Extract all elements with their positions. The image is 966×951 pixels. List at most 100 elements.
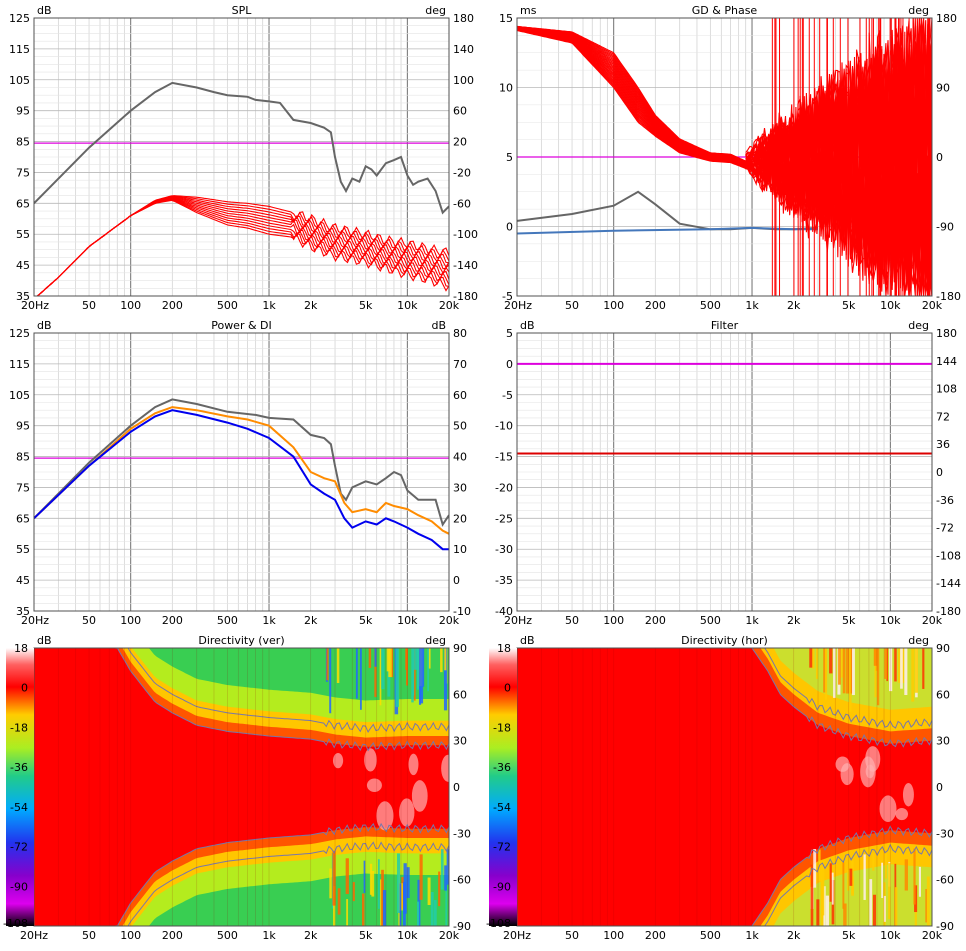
y2-tick-label: 30 [453,481,467,494]
heatmap-streak [813,848,817,888]
y-tick-label: 55 [16,228,30,241]
x-tick-label: 1k [262,614,276,627]
x-tick-label: 50 [82,614,96,627]
y-tick-label: 60 [936,688,950,701]
heatmap-streak [884,648,888,679]
x-tick-label: 50 [82,929,96,942]
heatmap-streak [374,648,377,698]
x-tick-label: 500 [217,929,238,942]
x-tick-label: 100 [603,929,624,942]
heatmap-streak [361,893,365,926]
y-tick-label: 45 [16,259,30,272]
y2-tick-label: -72 [936,522,954,535]
y-tick-label: 85 [16,136,30,149]
heatmap-streak [846,648,850,694]
y-unit-label: dB [520,319,535,332]
scale-tick-label: -54 [493,801,511,814]
scale-tick-label: 18 [14,642,28,655]
x-tick-label: 50 [82,299,96,312]
x-tick-label: 5k [359,614,373,627]
scale-tick-label: -90 [493,880,511,893]
heatmap-streak [810,864,814,926]
y-tick-label: 90 [453,642,467,655]
heatmap-streak [443,648,448,711]
heatmap-contour [764,843,932,926]
heatmap-streak [820,860,825,916]
y-unit-label: deg [908,634,929,647]
x-tick-label: 200 [645,929,666,942]
series-line-red [36,199,449,296]
heatmap-streak [815,648,819,679]
x-tick-label: 1k [745,929,759,942]
heatmap-streak [428,648,431,669]
x-tick-label: 20Hz [20,929,48,942]
y-tick-label: 65 [16,197,30,210]
heatmap-streak [829,863,832,902]
heatmap-streak [406,648,408,686]
heatmap-streak [369,863,373,895]
series-line-grey [34,398,449,527]
heatmap-streak [884,853,887,879]
x-tick-label: 50 [565,614,579,627]
x-tick-label: 2k [787,929,801,942]
heatmap-streak [823,648,827,693]
heatmap-streak [874,648,877,698]
chart-title: Directivity (hor) [681,634,768,647]
x-tick-label: 100 [120,614,141,627]
x-tick-label: 1k [745,299,759,312]
color-scale-bar [489,648,517,926]
x-tick-label: 5k [842,614,856,627]
scale-tick-label: 18 [497,642,511,655]
heatmap-hotspot [364,748,377,772]
y-tick-label: 30 [936,735,950,748]
y-tick-label: 0 [506,221,513,234]
y-tick-label: -30 [936,827,954,840]
y2-tick-label: 0 [936,466,943,479]
y-tick-label: -60 [936,874,954,887]
heatmap-streak [403,863,407,914]
x-tick-label: 10k [880,614,901,627]
y-tick-label: 35 [16,605,30,618]
plot-series [34,81,449,296]
heatmap-streak [873,648,878,666]
scale-unit-label: dB [37,634,52,647]
heatmap-streak [825,895,829,926]
heatmap-streak [823,886,826,926]
heatmap-streak [446,848,449,885]
heatmap-streak [831,872,834,905]
x-tick-label: 10k [397,299,418,312]
x-tick-label: 500 [700,929,721,942]
y2-tick-label: 80 [453,327,467,340]
heatmap-streak [382,890,387,926]
x-tick-label: 1k [262,929,276,942]
heatmap-streak [904,859,908,891]
heatmap-streak [925,889,928,923]
y-unit-label: dB [37,319,52,332]
y2-tick-label: -36 [936,494,954,507]
heatmap-streak [430,891,434,926]
series-line-orange [34,406,449,535]
y2-tick-label: -100 [453,228,478,241]
heatmap-streak [886,648,889,682]
y2-tick-label: 180 [936,327,957,340]
heatmap-streak [412,648,415,696]
scale-tick-label: -18 [10,721,28,734]
heatmap-streak [427,648,429,692]
y2-tick-label: 0 [936,151,943,164]
y-tick-label: 60 [453,688,467,701]
heatmap-streak [397,853,401,913]
plot-frame [516,332,933,612]
heatmap-contour [517,648,932,748]
heatmap-streak [381,648,385,690]
y-unit-label: dB [37,4,52,17]
y-tick-label: 65 [16,512,30,525]
y-unit-label: deg [425,634,446,647]
heatmap-streak [911,648,915,702]
y-tick-label: 105 [9,74,30,87]
y-tick-label: 125 [9,327,30,340]
heatmap-streak [355,648,358,699]
series-line-grey [34,81,449,215]
heatmap-streak [419,648,424,704]
